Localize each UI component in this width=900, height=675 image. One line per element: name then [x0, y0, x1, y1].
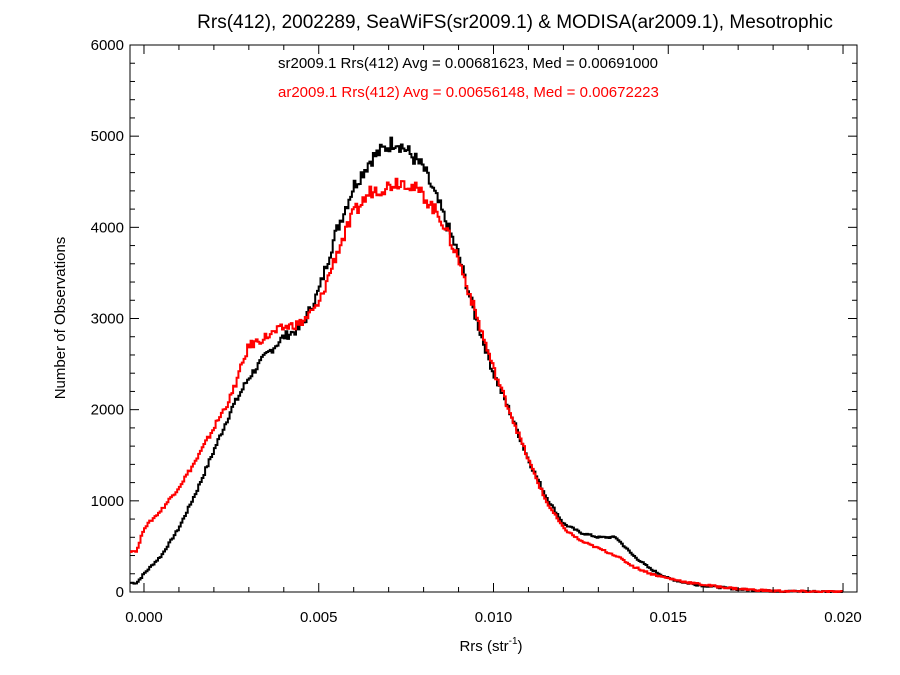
x-tick-label: 0.005 [300, 609, 338, 626]
y-tick-label: 2000 [91, 402, 124, 419]
tick-group: 0.000 0.005 0.010 0.015 0.020 0 1000 2000 3000 40… [91, 37, 862, 626]
series-group [130, 136, 843, 593]
x-axis-label: Rrs (str-1) [459, 636, 522, 655]
y-axis-label: Number of Observations [52, 237, 69, 400]
x-tick-label: 0.000 [125, 609, 163, 626]
series-line-sr2009 [130, 136, 843, 593]
y-tick-label: 6000 [91, 37, 124, 54]
axis-frame-group [129, 44, 858, 593]
y-tick-label: 3000 [91, 311, 124, 328]
annotation-black: sr2009.1 Rrs(412) Avg = 0.00681623, Med … [278, 55, 658, 72]
series-line-ar2009 [130, 177, 843, 593]
x-axis-label-main: Rrs (str [459, 638, 508, 655]
x-tick-label: 0.015 [649, 609, 687, 626]
y-tick-label: 5000 [91, 128, 124, 145]
plot-frame [129, 44, 858, 593]
x-tick-label: 0.020 [824, 609, 862, 626]
x-axis-label-sup: -1 [509, 636, 518, 647]
x-tick-label: 0.010 [475, 609, 513, 626]
chart-title: Rrs(412), 2002289, SeaWiFS(sr2009.1) & M… [197, 12, 833, 33]
x-axis-label-close: ) [518, 638, 523, 655]
annotation-red: ar2009.1 Rrs(412) Avg = 0.00656148, Med … [278, 84, 659, 101]
y-tick-label: 1000 [91, 493, 124, 510]
y-tick-label: 0 [116, 584, 124, 601]
y-tick-label: 4000 [91, 219, 124, 236]
